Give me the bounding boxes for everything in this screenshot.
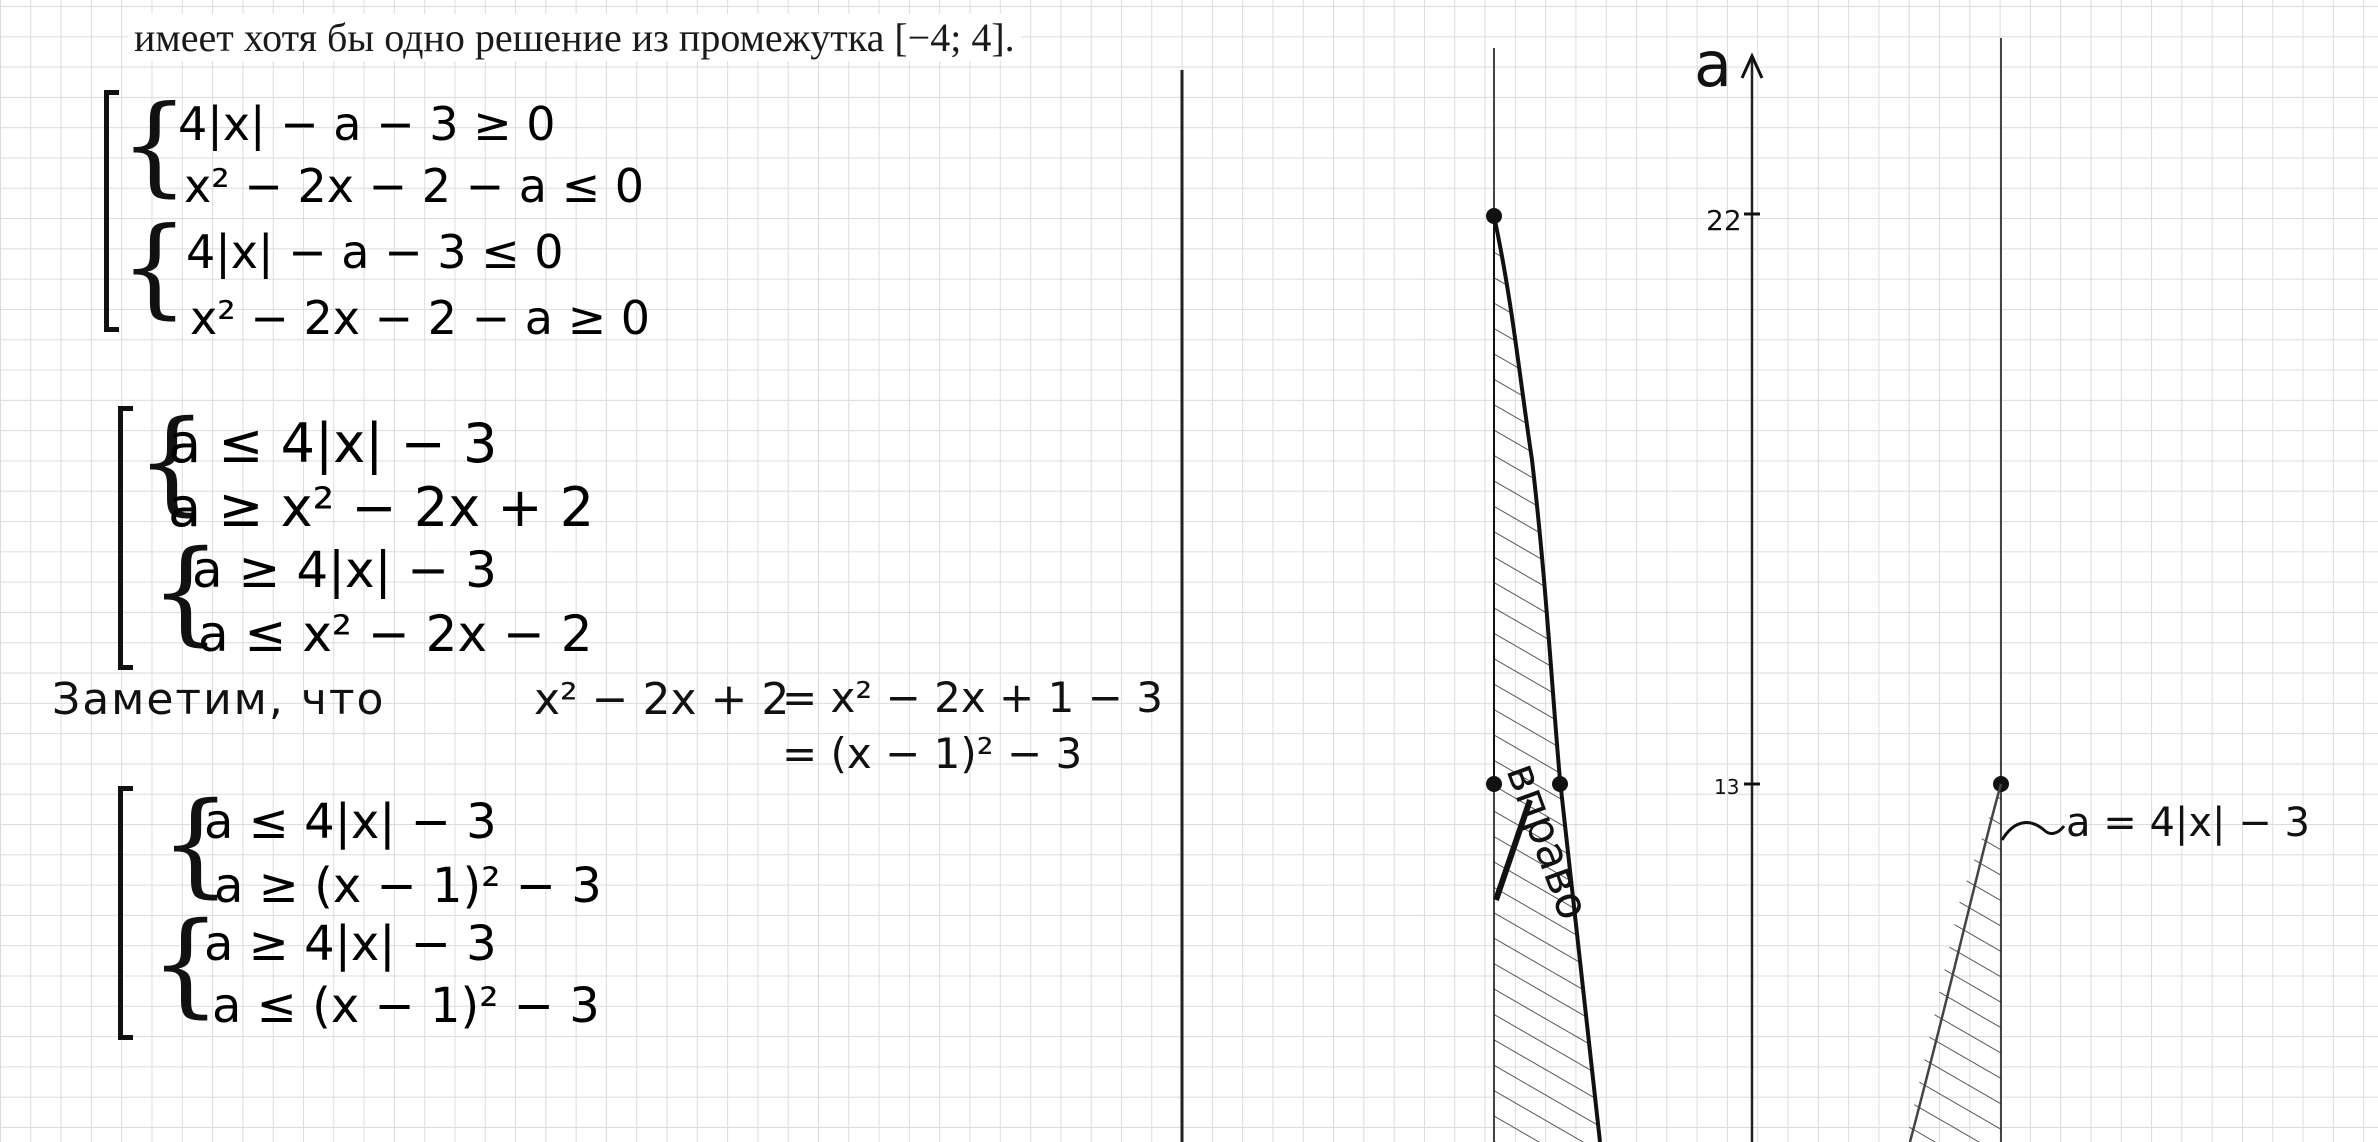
system-line: a ≥ x² − 2x + 2	[168, 476, 595, 539]
curve-label: a = 4|x| − 3	[2066, 800, 2310, 846]
system-line: x² − 2x − 2 − a ≤ 0	[184, 159, 645, 213]
system-line: x² − 2x − 2 − a ≥ 0	[190, 291, 651, 345]
label-leader	[2000, 821, 2066, 841]
square-bracket	[118, 406, 133, 670]
a-axis-arrow	[1740, 52, 1764, 79]
note-equation-1: = x² − 2x + 1 − 3	[782, 673, 1163, 722]
point-mid-left	[1486, 776, 1502, 792]
boundary-curve-right	[1908, 783, 2003, 1142]
system-line: 4|x| − a − 3 ≥ 0	[178, 97, 556, 151]
note-expression: x² − 2x + 2	[534, 674, 790, 725]
curly-brace: {	[136, 397, 208, 527]
curly-brace: {	[120, 83, 189, 208]
point-top-left	[1486, 208, 1502, 224]
boundary-curve-left	[1492, 215, 1602, 1142]
curly-brace: {	[150, 899, 222, 1029]
system-line: a ≥ (x − 1)² − 3	[214, 858, 602, 914]
curly-brace: {	[150, 527, 222, 657]
tick-label-13: 13	[1714, 775, 1739, 799]
a-axis-label: a	[1694, 28, 1732, 101]
curly-brace: {	[120, 205, 189, 330]
square-bracket	[104, 90, 119, 332]
system-line: 4|x| − a − 3 ≤ 0	[186, 225, 564, 279]
tick-label-22: 22	[1706, 204, 1742, 237]
system-line: a ≤ 4|x| − 3	[168, 412, 498, 475]
note-prefix: Заметим, что	[52, 674, 386, 725]
system-line: a ≥ 4|x| − 3	[204, 916, 497, 972]
square-bracket	[118, 786, 133, 1040]
system-line: a ≤ x² − 2x − 2	[198, 605, 593, 663]
system-line: a ≤ (x − 1)² − 3	[212, 978, 600, 1034]
note-equation-2: = (x − 1)² − 3	[782, 729, 1083, 778]
point-mid-right	[1552, 776, 1568, 792]
hatched-region-left	[1494, 216, 1598, 1142]
curly-brace: {	[160, 779, 232, 909]
system-line: a ≥ 4|x| − 3	[192, 541, 497, 599]
system-line: a ≤ 4|x| − 3	[204, 794, 497, 850]
problem-heading: имеет хотя бы одно решение из промежутка…	[128, 14, 1021, 61]
graph-panel	[1182, 70, 2378, 1142]
annotation-strike	[1493, 799, 1533, 901]
